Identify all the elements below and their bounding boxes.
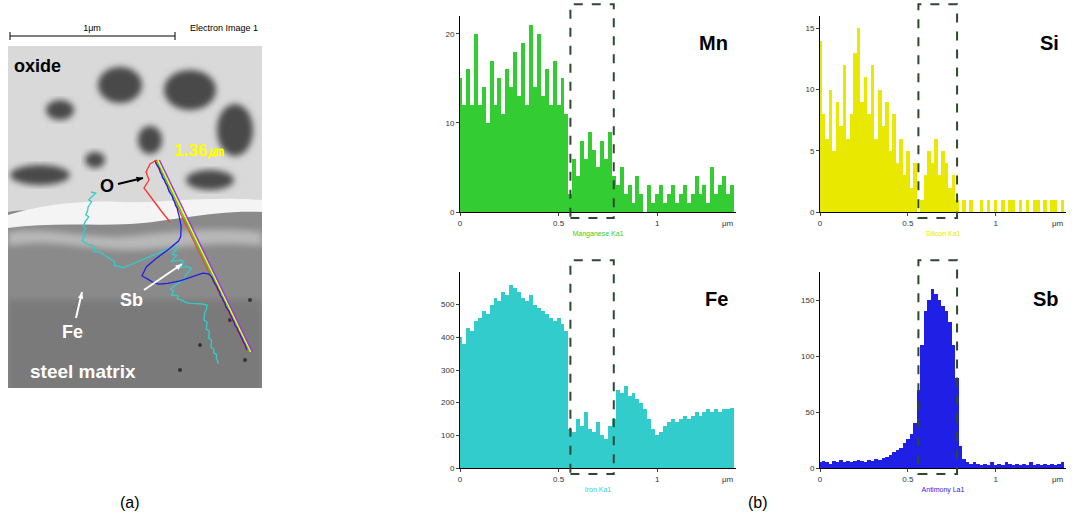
- svg-text:1.36㎛: 1.36㎛: [174, 141, 224, 160]
- svg-text:O: O: [100, 176, 114, 196]
- svg-text:400: 400: [441, 333, 455, 342]
- svg-text:Fe: Fe: [62, 322, 83, 342]
- svg-text:10: 10: [445, 119, 454, 128]
- svg-text:100: 100: [441, 431, 455, 440]
- svg-text:μm: μm: [1052, 475, 1064, 484]
- svg-text:10: 10: [805, 85, 814, 94]
- svg-text:steel matrix: steel matrix: [30, 361, 136, 382]
- svg-text:Silicon Ka1: Silicon Ka1: [925, 230, 960, 237]
- svg-text:0: 0: [450, 464, 455, 473]
- svg-text:0: 0: [450, 208, 455, 217]
- html-text:(a): (a): [120, 494, 140, 511]
- svg-text:0.5: 0.5: [902, 219, 914, 228]
- svg-text:0: 0: [810, 464, 815, 473]
- svg-text:Sb: Sb: [1033, 288, 1059, 310]
- svg-text:Antimony La1: Antimony La1: [922, 486, 965, 494]
- svg-text:Mn: Mn: [699, 32, 728, 54]
- svg-text:1: 1: [993, 475, 998, 484]
- svg-text:μm: μm: [1052, 219, 1064, 228]
- svg-text:0: 0: [818, 219, 823, 228]
- svg-text:100: 100: [801, 352, 815, 361]
- svg-text:Electron Image 1: Electron Image 1: [190, 23, 258, 33]
- svg-text:0.5: 0.5: [553, 219, 565, 228]
- svg-text:15: 15: [805, 24, 814, 33]
- svg-text:0.5: 0.5: [553, 475, 565, 484]
- svg-text:Manganese Ka1: Manganese Ka1: [573, 230, 624, 238]
- svg-text:20: 20: [445, 30, 454, 39]
- svg-text:150: 150: [801, 296, 815, 305]
- svg-text:0: 0: [810, 208, 815, 217]
- svg-text:Si: Si: [1040, 32, 1059, 54]
- svg-text:300: 300: [441, 366, 455, 375]
- svg-text:200: 200: [441, 398, 455, 407]
- svg-text:μm: μm: [722, 475, 734, 484]
- svg-text:Iron Ka1: Iron Ka1: [585, 486, 612, 493]
- svg-text:1: 1: [655, 475, 660, 484]
- svg-text:50: 50: [805, 408, 814, 417]
- svg-text:Fe: Fe: [705, 288, 728, 310]
- svg-text:Sb: Sb: [120, 290, 143, 310]
- svg-text:1: 1: [655, 219, 660, 228]
- svg-text:oxide: oxide: [14, 56, 61, 76]
- svg-text:5: 5: [810, 147, 815, 156]
- svg-text:1: 1: [993, 219, 998, 228]
- svg-text:500: 500: [441, 300, 455, 309]
- svg-text:0: 0: [458, 475, 463, 484]
- svg-text:μm: μm: [722, 219, 734, 228]
- svg-text:0.5: 0.5: [902, 475, 914, 484]
- svg-text:0: 0: [458, 219, 463, 228]
- html-text:(b): (b): [748, 494, 768, 511]
- svg-text:1μm: 1μm: [83, 23, 101, 33]
- svg-text:0: 0: [818, 475, 823, 484]
